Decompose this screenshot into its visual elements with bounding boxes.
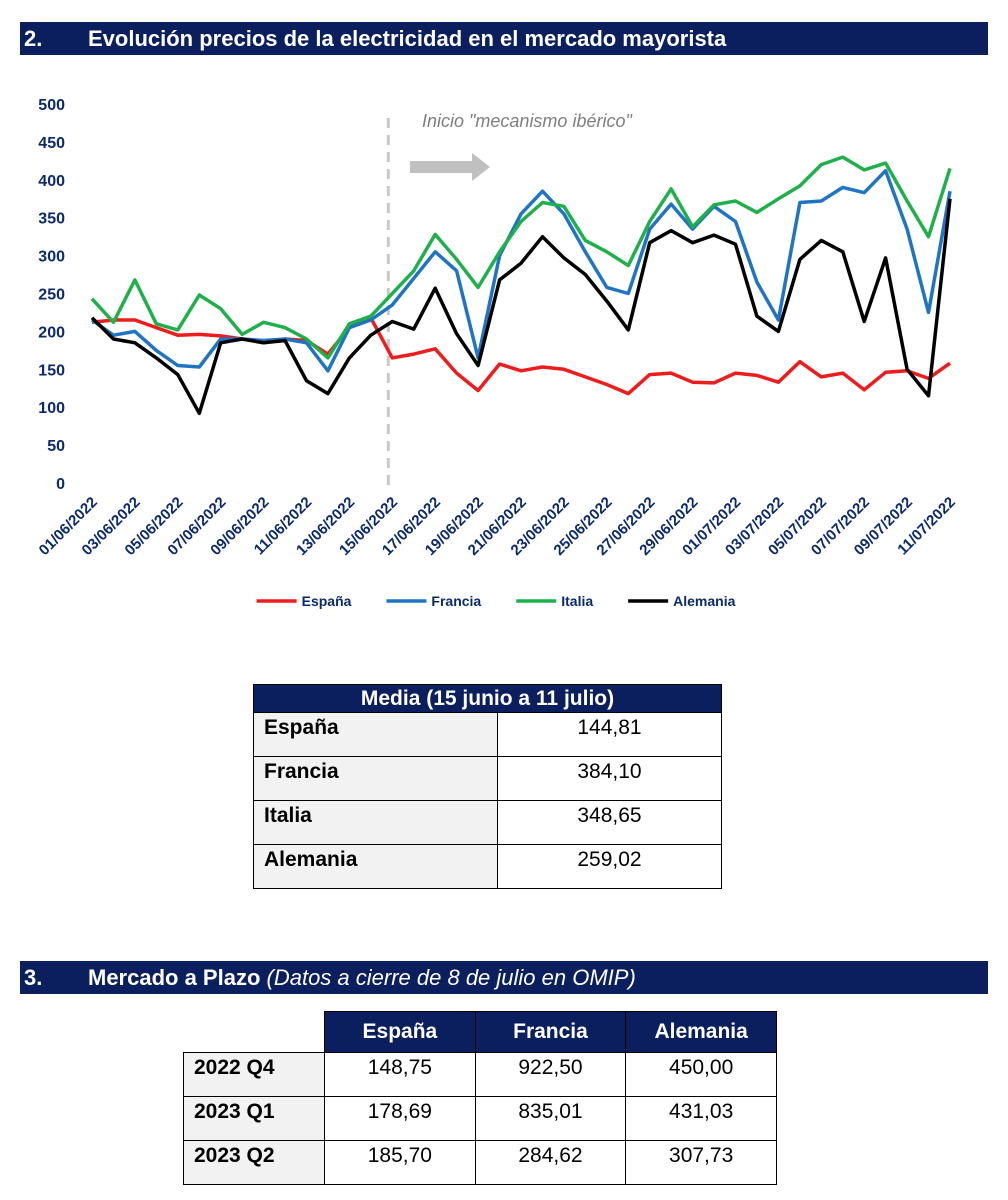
row-label: Francia [253,756,498,801]
y-tick-label: 350 [38,211,65,228]
row-label: 2023 Q1 [182,1095,326,1141]
annotation-text: Inicio "mecanismo ibérico" [422,111,633,131]
cell-value: 922,50 [474,1051,627,1097]
legend-label: Italia [561,593,593,609]
row-label: Alemania [253,844,498,889]
legend: España Francia Italia Alemania [256,593,736,609]
section-number: 3. [24,965,43,990]
table-row: España 144,81 [253,712,722,757]
table-row: 2022 Q4 148,75 922,50 450,00 [182,1051,777,1097]
y-tick-label: 200 [38,324,65,341]
table-row: Alemania 259,02 [253,844,722,889]
y-tick-label: 100 [38,400,65,417]
y-tick-label: 150 [38,362,65,379]
y-tick-label: 450 [38,135,65,152]
y-tick-label: 0 [56,476,65,493]
table-row: Italia 348,65 [253,800,722,845]
row-label: Italia [253,800,498,845]
cell-value: 835,01 [474,1095,627,1141]
y-tick-label: 250 [38,287,65,304]
row-value: 384,10 [497,756,722,801]
cell-value: 185,70 [324,1139,476,1185]
legend-label: Alemania [673,593,735,609]
row-value: 259,02 [497,844,722,889]
cell-value: 148,75 [324,1051,476,1097]
row-value: 348,65 [497,800,722,845]
table-row: 2023 Q1 178,69 835,01 431,03 [182,1095,777,1141]
section-number: 2. [24,26,43,51]
row-label: 2022 Q4 [182,1051,326,1097]
forward-table: España Francia Alemania 2022 Q4 148,75 922,5… [182,1011,777,1185]
annotation-arrow [410,153,490,181]
row-label: España [253,712,498,757]
y-tick-label: 300 [38,249,65,266]
section-header: 2. Evolución precios de la electricidad … [20,22,988,56]
cell-value: 450,00 [625,1051,777,1097]
row-label: 2023 Q2 [182,1139,326,1185]
section-subtitle: (Datos a cierre de 8 de julio en OMIP) [266,965,636,990]
legend-label: España [302,593,352,609]
series-line [90,168,952,373]
section-title-text: Mercado a Plazo [88,965,261,990]
column-header: Francia [474,1011,627,1053]
cell-value: 284,62 [474,1139,627,1185]
chart: 05010015020025030035040045050001/06/2022… [36,97,959,609]
cell-value: 431,03 [625,1095,777,1141]
average-table: Media (15 junio a 11 julio) España 144,81… [253,684,722,889]
y-tick-label: 500 [38,97,65,114]
section-title: Mercado a Plazo (Datos a cierre de 8 de … [88,961,636,994]
y-tick-label: 50 [47,438,65,455]
row-value: 144,81 [497,712,722,757]
empty-corner [183,1011,325,1052]
table-row: 2023 Q2 185,70 284,62 307,73 [182,1139,777,1185]
cell-value: 307,73 [625,1139,777,1185]
legend-label: Francia [431,593,481,609]
table-row: Francia 384,10 [253,756,722,801]
series-line [90,155,952,360]
column-header: Alemania [625,1011,777,1053]
table-title: Media (15 junio a 11 julio) [253,684,722,713]
series-line [91,316,952,396]
section-header: 3. Mercado a Plazo (Datos a cierre de 8 … [20,961,988,995]
y-tick-label: 400 [38,173,65,190]
series-line [90,198,952,416]
column-header: España [324,1011,476,1053]
section-title: Evolución precios de la electricidad en … [88,26,727,51]
cell-value: 178,69 [324,1095,476,1141]
